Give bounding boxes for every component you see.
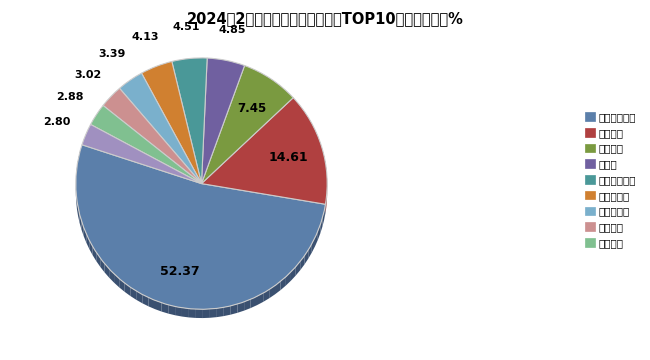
Polygon shape (203, 309, 210, 318)
Text: 4.13: 4.13 (131, 32, 159, 42)
Polygon shape (257, 293, 263, 305)
Polygon shape (77, 200, 78, 216)
Text: 4.85: 4.85 (218, 24, 246, 35)
Text: 52.37: 52.37 (160, 265, 200, 278)
Polygon shape (324, 204, 326, 220)
Polygon shape (142, 294, 149, 306)
Polygon shape (96, 252, 100, 267)
Text: 2.80: 2.80 (44, 117, 71, 127)
Legend: 匯川聯合動力, 遠程芯智, 北汽福田, 英博爾, 武漢理工通宇, 陽光電動力, 臥龍采埃孚, 漢德車橋, 精進電動: 匯川聯合動力, 遠程芯智, 北汽福田, 英博爾, 武漢理工通宇, 陽光電動力, … (583, 110, 638, 250)
Polygon shape (86, 234, 89, 249)
Polygon shape (263, 289, 269, 302)
Wedge shape (202, 98, 327, 204)
Polygon shape (320, 218, 322, 233)
Polygon shape (210, 308, 217, 318)
Polygon shape (125, 283, 130, 296)
Text: 2.88: 2.88 (57, 93, 84, 103)
Wedge shape (120, 73, 202, 184)
Text: 3.39: 3.39 (99, 49, 126, 59)
Polygon shape (244, 299, 251, 311)
Polygon shape (155, 300, 162, 311)
Polygon shape (251, 296, 257, 308)
Polygon shape (315, 231, 318, 246)
Polygon shape (76, 165, 77, 181)
Wedge shape (82, 125, 202, 184)
Polygon shape (312, 238, 315, 253)
Polygon shape (269, 285, 275, 298)
Polygon shape (189, 309, 196, 318)
Wedge shape (202, 58, 244, 184)
Polygon shape (182, 308, 189, 318)
Polygon shape (281, 277, 286, 290)
Polygon shape (105, 264, 109, 278)
Polygon shape (296, 261, 300, 275)
Wedge shape (90, 105, 202, 184)
Text: 2024年2月新能源物流車配套電機TOP10配套數量占比%: 2024年2月新能源物流車配套電機TOP10配套數量占比% (187, 11, 463, 26)
Text: 3.02: 3.02 (75, 70, 102, 80)
Polygon shape (304, 250, 308, 265)
Polygon shape (162, 303, 168, 314)
Polygon shape (322, 211, 324, 227)
Wedge shape (202, 66, 293, 184)
Polygon shape (308, 244, 312, 259)
Polygon shape (318, 225, 320, 240)
Polygon shape (77, 158, 79, 174)
Polygon shape (76, 193, 77, 209)
Polygon shape (79, 152, 80, 167)
Polygon shape (136, 291, 142, 303)
Polygon shape (109, 269, 114, 283)
Text: 7.45: 7.45 (237, 102, 266, 114)
Polygon shape (89, 240, 92, 255)
Wedge shape (76, 145, 326, 309)
Polygon shape (168, 305, 175, 315)
Polygon shape (79, 214, 81, 229)
Polygon shape (275, 281, 281, 294)
Polygon shape (92, 246, 96, 261)
Polygon shape (217, 307, 224, 317)
Polygon shape (291, 267, 296, 281)
Polygon shape (100, 258, 105, 273)
Wedge shape (142, 62, 202, 184)
Polygon shape (81, 221, 84, 236)
Polygon shape (196, 309, 203, 318)
Text: 4.51: 4.51 (173, 22, 200, 32)
Polygon shape (231, 304, 237, 315)
Polygon shape (130, 287, 136, 300)
Polygon shape (237, 302, 244, 313)
Polygon shape (78, 207, 79, 223)
Text: 14.61: 14.61 (268, 151, 308, 164)
Polygon shape (300, 256, 304, 270)
Polygon shape (224, 306, 231, 316)
Wedge shape (172, 58, 207, 184)
Polygon shape (149, 298, 155, 309)
Wedge shape (103, 88, 202, 184)
Polygon shape (114, 274, 119, 287)
Polygon shape (175, 306, 182, 316)
Polygon shape (119, 279, 125, 292)
Polygon shape (84, 227, 86, 243)
Polygon shape (286, 272, 291, 285)
